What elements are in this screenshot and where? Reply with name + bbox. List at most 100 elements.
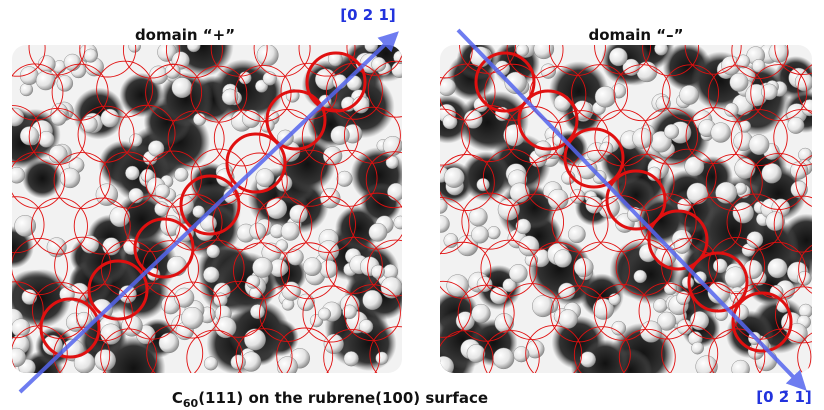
- hydrogen-atom: [365, 39, 378, 52]
- hydrogen-atom: [433, 216, 450, 233]
- hydrogen-atom: [387, 183, 405, 201]
- hydrogen-atom: [392, 62, 408, 78]
- hydrogen-atom: [711, 123, 731, 143]
- hydrogen-atom: [257, 45, 278, 66]
- carbon-shadow: [461, 151, 511, 201]
- hydrogen-atom: [175, 288, 194, 307]
- hydrogen-atom: [801, 100, 817, 116]
- direction-label: [0 2 1]: [340, 6, 395, 24]
- hydrogen-atom: [250, 223, 266, 239]
- panel-title: domain “–”: [588, 26, 683, 44]
- figure: domain “+” domain “–” [0 2 1] [0 2̄ 1] C…: [0, 0, 824, 410]
- caption: C60(111) on the rubrene(100) surface: [172, 389, 488, 410]
- hydrogen-atom: [222, 89, 238, 105]
- hydrogen-atom: [438, 78, 456, 96]
- hydrogen-atom: [174, 168, 188, 182]
- caption-subscript: 60: [183, 397, 199, 410]
- hydrogen-atom: [277, 357, 297, 377]
- hydrogen-atom: [554, 250, 572, 268]
- hydrogen-atom: [433, 356, 453, 376]
- hydrogen-atom: [276, 240, 288, 252]
- hydrogen-atom: [320, 260, 338, 278]
- hydrogen-atom: [22, 289, 37, 304]
- hydrogen-atom: [51, 110, 67, 126]
- hydrogen-atom: [769, 43, 789, 63]
- hydrogen-atom: [154, 202, 168, 216]
- hydrogen-atom: [444, 167, 464, 187]
- hydrogen-atom: [487, 226, 500, 239]
- hydrogen-atom: [713, 259, 727, 273]
- hydrogen-atom: [749, 135, 769, 155]
- hydrogen-atom: [287, 249, 303, 265]
- hydrogen-atom: [768, 258, 788, 278]
- hydrogen-atom: [609, 48, 627, 66]
- panel-title: domain “+”: [135, 26, 235, 44]
- hydrogen-atom: [298, 294, 315, 311]
- hydrogen-atom: [250, 304, 264, 318]
- hydrogen-atom: [64, 54, 81, 71]
- hydrogen-atom: [612, 321, 626, 335]
- hydrogen-atom: [394, 216, 407, 229]
- hydrogen-atom: [6, 108, 24, 126]
- hydrogen-atom: [369, 223, 387, 241]
- hydrogen-atom: [762, 163, 782, 183]
- hydrogen-atom: [469, 208, 487, 226]
- hydrogen-atom: [246, 275, 260, 289]
- caption-rest: (111) on the rubrene(100) surface: [198, 389, 488, 407]
- hydrogen-atom: [95, 350, 116, 371]
- hydrogen-atom: [730, 73, 748, 91]
- hydrogen-atom: [318, 308, 331, 321]
- hydrogen-atom: [20, 83, 33, 96]
- hydrogen-atom: [788, 117, 804, 133]
- hydrogen-atom: [159, 333, 179, 353]
- hydrogen-atom: [239, 72, 251, 84]
- hydrogen-atom: [471, 226, 488, 243]
- hydrogen-atom: [493, 348, 514, 369]
- hydrogen-atom: [165, 64, 180, 79]
- hydrogen-atom: [101, 109, 119, 127]
- hydrogen-atom: [252, 257, 272, 277]
- hydrogen-atom: [685, 157, 704, 176]
- hydrogen-atom: [303, 257, 321, 275]
- hydrogen-atom: [595, 86, 616, 107]
- hydrogen-atom: [509, 264, 527, 282]
- hydrogen-atom: [9, 167, 25, 183]
- hydrogen-atom: [363, 290, 383, 310]
- hydrogen-atom: [331, 126, 350, 145]
- caption-base: C: [172, 389, 183, 407]
- hydrogen-atom: [725, 103, 739, 117]
- hydrogen-atom: [691, 342, 703, 354]
- hydrogen-atom: [687, 183, 708, 204]
- hydrogen-atom: [281, 222, 299, 240]
- page: domain “+” domain “–” [0 2 1] [0 2̄ 1] C…: [0, 0, 824, 410]
- hydrogen-atom: [110, 206, 130, 226]
- hydrogen-atom: [125, 166, 139, 180]
- hydrogen-atom: [653, 299, 667, 313]
- hydrogen-atom: [559, 310, 578, 329]
- hydrogen-atom: [84, 49, 98, 63]
- hydrogen-atom: [443, 115, 457, 129]
- hydrogen-atom: [172, 77, 192, 97]
- panel-right: [413, 17, 824, 391]
- hydrogen-atom: [467, 344, 485, 362]
- hydrogen-atom: [444, 233, 458, 247]
- hydrogen-atom: [181, 307, 203, 329]
- hydrogen-atom: [129, 134, 142, 147]
- hydrogen-atom: [100, 324, 121, 345]
- hydrogen-atom: [203, 267, 219, 283]
- hydrogen-atom: [344, 351, 359, 366]
- hydrogen-atom: [634, 270, 647, 283]
- hydrogen-atom: [664, 124, 679, 139]
- hydrogen-atom: [732, 360, 750, 378]
- hydrogen-atom: [376, 352, 389, 365]
- direction-label: [0 2̄ 1]: [756, 388, 811, 406]
- hydrogen-atom: [7, 348, 26, 367]
- hydrogen-atom: [49, 145, 67, 163]
- hydrogen-atom: [568, 226, 585, 243]
- hydrogen-atom: [337, 171, 353, 187]
- hydrogen-atom: [386, 156, 399, 169]
- hydrogen-atom: [477, 277, 492, 292]
- hydrogen-atom: [472, 304, 491, 323]
- hydrogen-atom: [679, 85, 698, 104]
- hydrogen-atom: [747, 231, 763, 247]
